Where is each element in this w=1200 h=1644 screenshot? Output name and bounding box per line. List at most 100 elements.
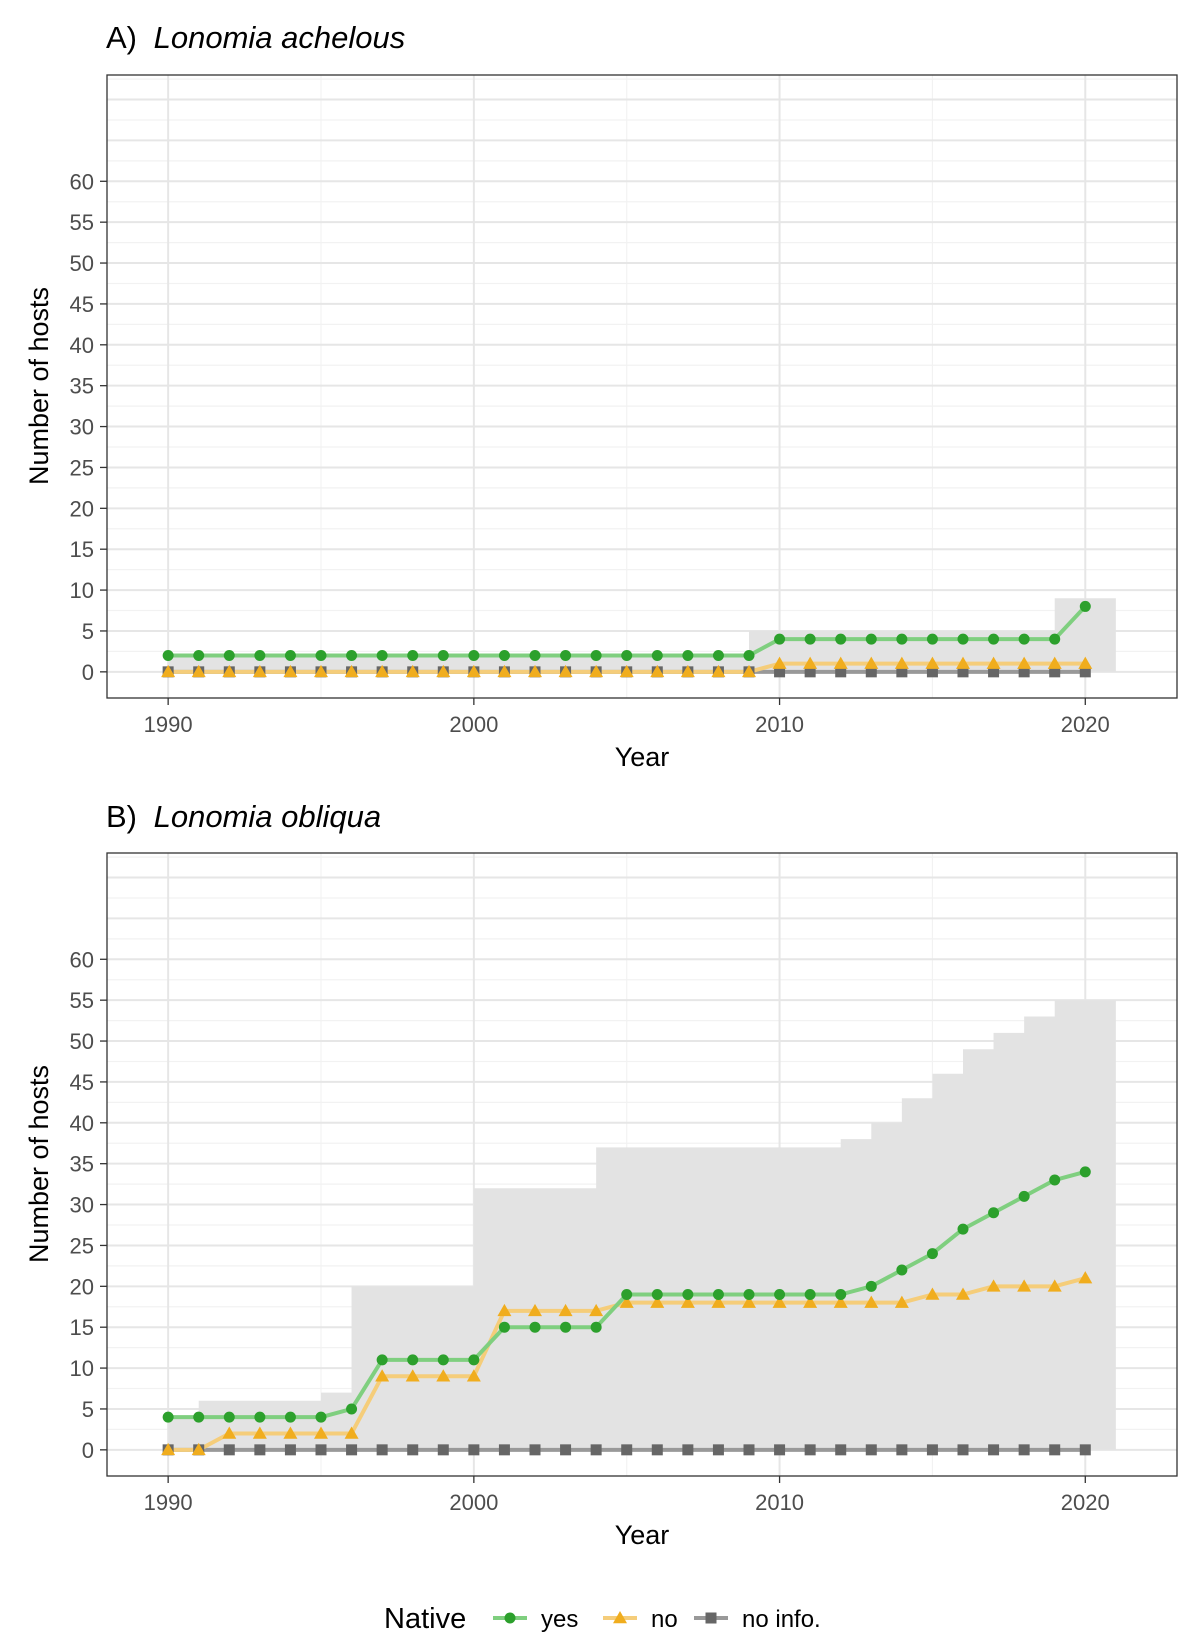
x-axis-label: Year (615, 742, 670, 772)
data-point-yes (468, 1354, 480, 1366)
data-point-no (619, 664, 634, 678)
y-tick-label: 15 (70, 537, 94, 562)
panel-title-prefix: A) (106, 20, 137, 55)
data-point-no (375, 664, 390, 678)
data-point-yes (804, 633, 816, 645)
data-point-yes (804, 1288, 816, 1300)
panel-title-species: Lonomia achelous (154, 20, 406, 55)
data-point-yes (957, 1223, 969, 1235)
data-point-no (1078, 1271, 1093, 1284)
y-tick-label: 15 (70, 1315, 94, 1340)
data-point-yes (254, 649, 266, 661)
data-point-no (436, 1369, 451, 1382)
data-point-noinfo (1079, 666, 1091, 678)
data-point-no (314, 1426, 328, 1439)
data-point-yes (926, 1248, 938, 1260)
total-hosts-area (168, 598, 1116, 672)
y-tick-label: 20 (70, 496, 94, 521)
y-axis: 0 5 10 15 20 25 30 35 40 45 50 55 60 (70, 169, 107, 685)
panel-title: B) Lonomia obliqua (106, 799, 381, 834)
data-point-no (803, 1295, 818, 1308)
data-point-no (1047, 1279, 1062, 1292)
data-point-yes (346, 1403, 358, 1415)
data-point-yes (743, 1288, 755, 1300)
data-point-no (191, 1442, 206, 1456)
x-tick-label: 2020 (1061, 712, 1110, 737)
data-point-no (894, 1295, 909, 1308)
panel-title: A) Lonomia achelous (106, 20, 405, 55)
y-tick-label: 30 (70, 1193, 94, 1218)
data-point-yes (407, 1354, 419, 1366)
data-point-no (803, 656, 818, 669)
data-point-no (466, 1369, 481, 1382)
y-axis: 0 5 10 15 20 25 30 35 40 45 50 55 60 (70, 947, 107, 1463)
data-point-no (833, 656, 848, 669)
data-point-no (925, 1287, 940, 1300)
data-point-no (711, 1295, 726, 1308)
data-point-no (252, 664, 267, 678)
total-hosts-area-path (168, 598, 1116, 672)
data-point-no (497, 1303, 512, 1317)
data-point-no (956, 656, 970, 669)
data-point-yes (835, 1288, 847, 1300)
data-point-no (772, 656, 787, 669)
data-point-yes (193, 1411, 205, 1423)
data-point-no (619, 1295, 634, 1308)
data-point-yes (315, 1411, 327, 1423)
data-point-noinfo (926, 1444, 938, 1456)
data-point-no (1047, 656, 1062, 669)
data-point-noinfo (804, 1444, 816, 1456)
data-point-noinfo (376, 1444, 388, 1456)
data-point-no (405, 664, 420, 678)
data-point-yes (712, 649, 724, 661)
data-point-no (222, 1426, 237, 1439)
data-point-no (466, 664, 481, 678)
x-tick-label: 2010 (755, 1490, 804, 1515)
x-axis: 1990 2000 2010 2020 (144, 1476, 1110, 1515)
data-point-noinfo (804, 666, 816, 678)
data-point-noinfo (651, 1444, 663, 1456)
data-point-yes (346, 649, 358, 661)
legend-entries: yes no no info. (493, 1606, 821, 1633)
data-point-yes (896, 633, 908, 645)
data-point-no (191, 664, 206, 678)
data-point-noinfo (468, 1444, 480, 1456)
legend: Native yes no no info. (384, 1603, 821, 1635)
data-point-noinfo (957, 1444, 969, 1456)
data-point-yes (223, 1411, 235, 1423)
data-point-noinfo (835, 666, 847, 678)
data-point-yes (712, 1288, 724, 1300)
data-point-noinfo (865, 666, 877, 678)
data-point-noinfo (896, 1444, 908, 1456)
legend-title: Native (384, 1603, 466, 1635)
data-point-yes (162, 649, 174, 661)
legend-label: no info. (742, 1606, 821, 1633)
data-point-noinfo (346, 1444, 358, 1456)
data-point-yes (223, 649, 235, 661)
panel-title-prefix: B) (106, 799, 137, 834)
data-point-noinfo (621, 1444, 633, 1456)
data-point-noinfo (1018, 666, 1030, 678)
data-point-yes (162, 1411, 174, 1423)
data-point-noinfo (407, 1444, 419, 1456)
data-point-yes (865, 633, 877, 645)
x-axis: 1990 2000 2010 2020 (144, 698, 1110, 737)
data-point-no (436, 664, 451, 678)
data-point-no (222, 664, 237, 678)
data-point-no (589, 664, 604, 678)
data-point-no (558, 1303, 573, 1317)
data-point-noinfo (682, 1444, 694, 1456)
y-tick-label: 30 (70, 415, 94, 440)
legend-label: yes (541, 1606, 578, 1633)
data-point-noinfo (1018, 1444, 1030, 1456)
data-point-no (742, 1295, 756, 1308)
data-point-noinfo (529, 1444, 541, 1456)
y-tick-label: 5 (82, 1397, 94, 1422)
data-point-no (833, 1295, 848, 1308)
data-point-yes (529, 1321, 541, 1333)
y-tick-label: 20 (70, 1274, 94, 1299)
data-point-yes (437, 649, 449, 661)
data-point-no (405, 1369, 420, 1382)
data-point-yes (774, 633, 786, 645)
